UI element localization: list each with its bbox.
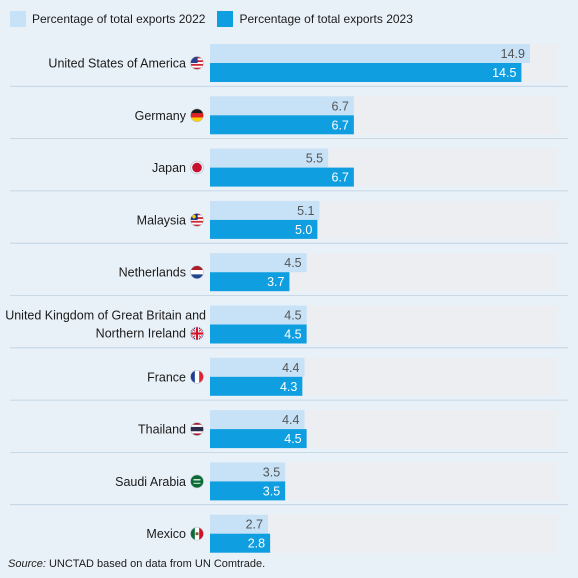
legend-swatch-2023 [217,11,234,27]
bar-2022 [210,44,530,63]
bar-2022 [210,514,268,534]
legend: Percentage of total exports 2022 Percent… [10,10,425,28]
flag-outline [190,369,204,384]
data-label-2023: 6.7 [332,118,349,132]
saudi-arabia-flag-icon [190,474,204,488]
legend-swatch-2022 [10,11,26,27]
category-label: Netherlands [119,266,186,280]
bar-chart: 14.9 14.5 United States of America 6.7 6.7 Ge… [5,44,568,553]
bar-2023 [210,481,286,501]
category-label: Thailand [138,423,186,437]
netherlands-flag-icon [190,265,204,279]
data-label-2022: 14.9 [501,47,525,61]
flag-outline [190,108,204,123]
data-label-2023: 4.3 [280,380,297,394]
data-label-2022: 5.5 [306,152,323,166]
uk-flag-icon [190,327,204,340]
bar-2022 [210,410,305,430]
flag-outline [190,326,204,341]
legend-label-2022: Percentage of total exports 2022 [32,12,206,26]
category-label: Germany [135,109,187,123]
legend-item-2022: Percentage of total exports 2022 [10,11,205,27]
bar-2023 [210,272,290,292]
data-label-2023: 14.5 [492,66,516,80]
flag-outline [190,526,204,541]
bar-2023 [210,376,303,396]
bar-2022 [210,305,307,325]
bar-2022 [210,357,305,377]
legend-item-2023: Percentage of total exports 2023 [217,11,413,27]
data-label-2022: 3.5 [263,465,280,479]
data-label-2022: 2.7 [246,518,263,532]
category-label: France [147,370,186,384]
data-label-2023: 4.5 [284,432,301,446]
bar-2022 [210,148,329,168]
bar-2023 [210,429,307,449]
data-label-2022: 4.5 [284,256,301,270]
category-label: Malaysia [137,213,186,227]
data-label-2023: 6.7 [332,171,349,185]
bar-2023 [210,219,318,239]
bar-2022 [210,253,307,273]
bar-2022 [210,200,320,220]
bar-2022 [210,462,286,482]
bar-2023 [210,533,271,553]
data-label-2023: 5.0 [295,223,312,237]
category-label: Saudi Arabia [115,475,186,489]
category-label: United Kingdom of Great Britain and [5,309,206,323]
bar-2023 [210,63,522,82]
data-label-2022: 4.4 [282,361,299,375]
legend-label-2023: Percentage of total exports 2023 [239,12,413,26]
thailand-flag-icon [190,422,204,436]
data-label-2023: 2.8 [248,537,265,551]
category-label: Northern Ireland [96,327,186,341]
flag-outline [190,474,204,489]
data-label-2022: 5.1 [297,204,314,218]
mexico-flag-icon [190,527,204,541]
bar-2023 [210,167,354,187]
flag-outline [190,265,204,279]
flag-outline [190,160,204,175]
data-label-2023: 3.7 [267,275,284,289]
source-note: Source: UNCTAD based on data from UN Com… [8,558,265,570]
germany-flag-icon [190,108,204,122]
data-label-2023: 4.5 [284,328,301,342]
source-label: Source: [8,558,46,570]
bar-2023 [210,115,354,135]
data-label-2022: 4.5 [284,309,301,323]
bar-2023 [210,324,307,344]
data-label-2022: 6.7 [332,99,349,113]
flag-outline [190,422,204,436]
france-flag-icon [190,370,204,384]
malaysia-flag-icon [190,213,204,227]
japan-flag-icon [192,162,202,173]
data-label-2023: 3.5 [263,484,280,498]
category-label: Japan [152,161,186,175]
source-text: UNCTAD based on data from UN Comtrade. [45,558,266,570]
category-label: United States of America [48,57,186,71]
category-label: Mexico [146,527,186,541]
flag-outline [190,213,204,227]
data-label-2022: 4.4 [282,413,299,427]
bar-2022 [210,96,354,116]
flag-outline [190,56,204,70]
us-flag-icon [190,56,204,70]
